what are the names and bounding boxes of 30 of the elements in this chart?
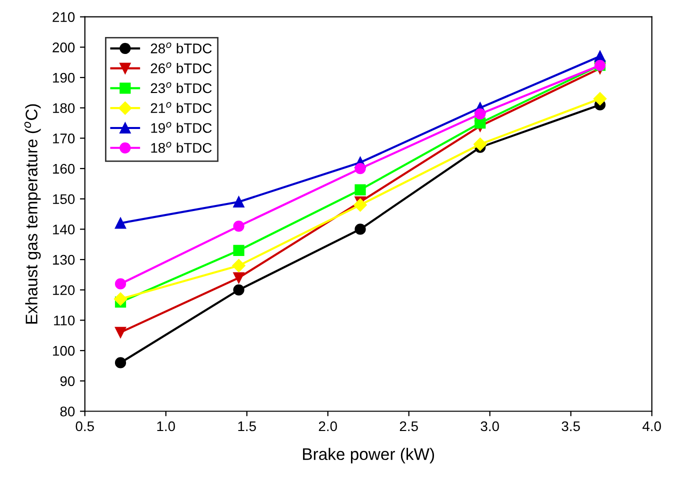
y-tick-label: 210: [52, 12, 75, 22]
y-tick-label: 120: [53, 285, 75, 296]
legend-label: 23$^{o}$ bTDC: [150, 82, 212, 94]
x-tick-label: 3.0: [480, 421, 499, 432]
x-tick-label: 2.5: [400, 421, 418, 432]
y-tick-label: 180: [53, 103, 75, 114]
y-axis-title: Exhaust gas temperature ($^{o}$C): [24, 104, 41, 324]
x-tick-label: 4.0: [642, 421, 661, 432]
y-tick-label: 90: [60, 376, 75, 386]
y-tick-label: 160: [53, 164, 75, 174]
y-tick-label: 200: [52, 42, 75, 52]
y-tick-label: 170: [53, 134, 75, 144]
x-axis-title: Brake power (kW): [303, 448, 434, 464]
x-tick-label: 2.0: [318, 421, 337, 432]
y-tick-label: 130: [53, 254, 75, 265]
y-tick-label: 140: [53, 224, 75, 234]
x-tick-label: 1.0: [157, 421, 175, 432]
legend-label: 28$^{o}$ bTDC: [150, 42, 212, 54]
legend-label: 21$^{o}$ bTDC: [150, 102, 212, 114]
y-tick-label: 110: [54, 316, 75, 326]
y-tick-label: 100: [53, 346, 75, 356]
x-tick-label: 1.5: [238, 421, 256, 432]
y-tick-label: 150: [53, 194, 75, 204]
legend-label: 19$^{o}$ bTDC: [151, 122, 212, 133]
y-tick-label: 80: [60, 406, 75, 416]
x-tick-label: 0.5: [76, 421, 94, 432]
y-tick-label: 190: [53, 72, 75, 83]
legend-label: 18$^{o}$ bTDC: [151, 142, 212, 153]
legend-label: 26$^{o}$ bTDC: [150, 62, 212, 74]
x-tick-label: 3.5: [562, 421, 580, 432]
